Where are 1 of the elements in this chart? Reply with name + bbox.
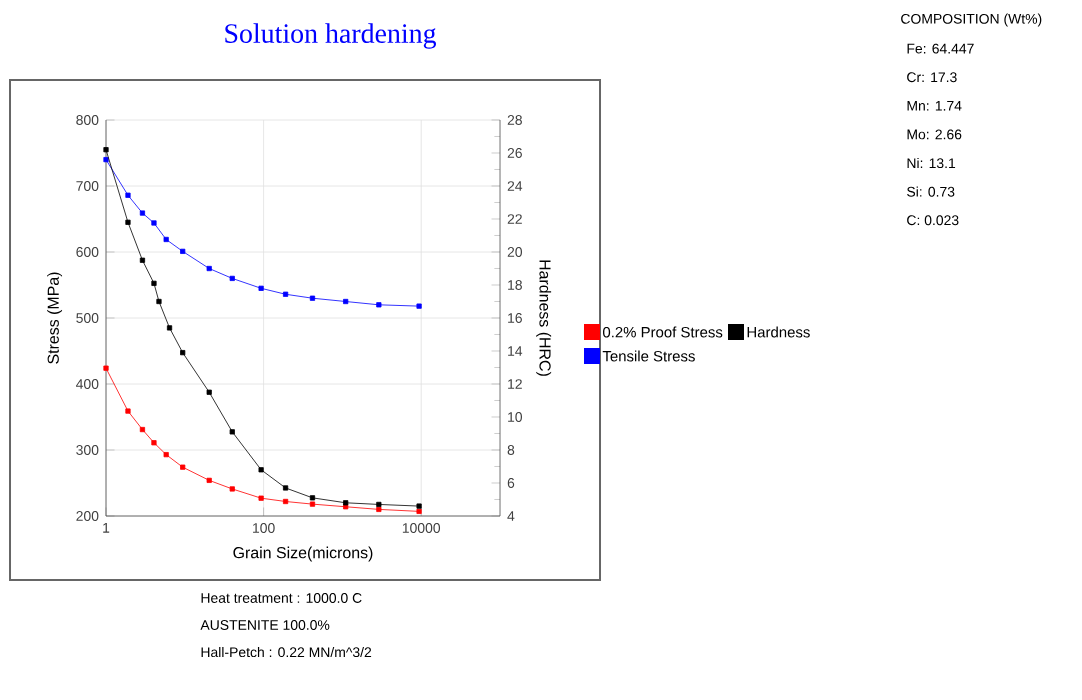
chart-title: Solution hardening — [225, 23, 437, 49]
